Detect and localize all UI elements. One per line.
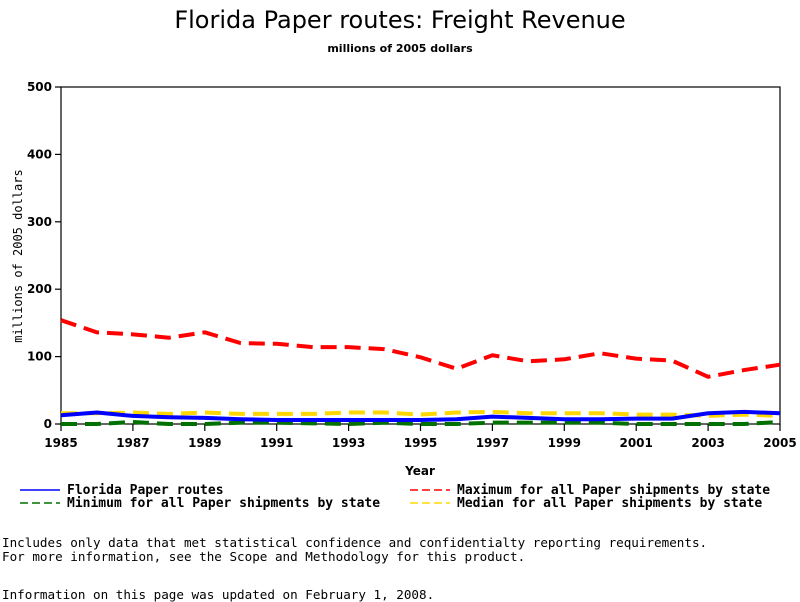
x-axis-label: Year [404, 464, 435, 478]
x-axis: 1985 1987 1989 1991 1993 1995 1997 1999 2001 2003… [44, 424, 796, 450]
legend-item: Minimum for all Paper shipments by state [20, 496, 380, 511]
y-axis: 0 100 200 300 400 500 [27, 80, 61, 431]
note-methodology: For more information, see the Scope and … [2, 549, 525, 564]
y-tick-label: 100 [27, 350, 52, 364]
y-tick-label: 300 [27, 215, 52, 229]
x-tick-label: 1995 [404, 436, 437, 450]
legend-label: Minimum for all Paper shipments by state [67, 496, 380, 511]
y-tick-label: 500 [27, 80, 52, 94]
x-tick-label: 1991 [260, 436, 293, 450]
legend-label: Median for all Paper shipments by state [457, 496, 762, 511]
series-line [61, 320, 780, 377]
x-tick-label: 2001 [619, 436, 652, 450]
x-tick-label: 2003 [691, 436, 724, 450]
plot-border [61, 87, 780, 424]
x-tick-label: 1985 [44, 436, 77, 450]
y-tick-label: 400 [27, 147, 52, 161]
series-layer [61, 320, 780, 424]
x-tick-label: 1999 [548, 436, 581, 450]
x-tick-label: 2005 [763, 436, 796, 450]
x-tick-label: 1987 [116, 436, 149, 450]
plot-frame [61, 87, 780, 424]
note-confidence: Includes only data that met statistical … [2, 535, 707, 550]
y-tick-label: 200 [27, 282, 52, 296]
legend-item: Median for all Paper shipments by state [410, 496, 762, 511]
y-axis-label: millions of 2005 dollars [11, 169, 25, 342]
x-tick-label: 1997 [476, 436, 509, 450]
series-maximum-for-all-paper-shipments-by-state [61, 320, 780, 377]
y-tick-label: 0 [44, 417, 52, 431]
x-tick-label: 1989 [188, 436, 221, 450]
x-tick-label: 1993 [332, 436, 365, 450]
